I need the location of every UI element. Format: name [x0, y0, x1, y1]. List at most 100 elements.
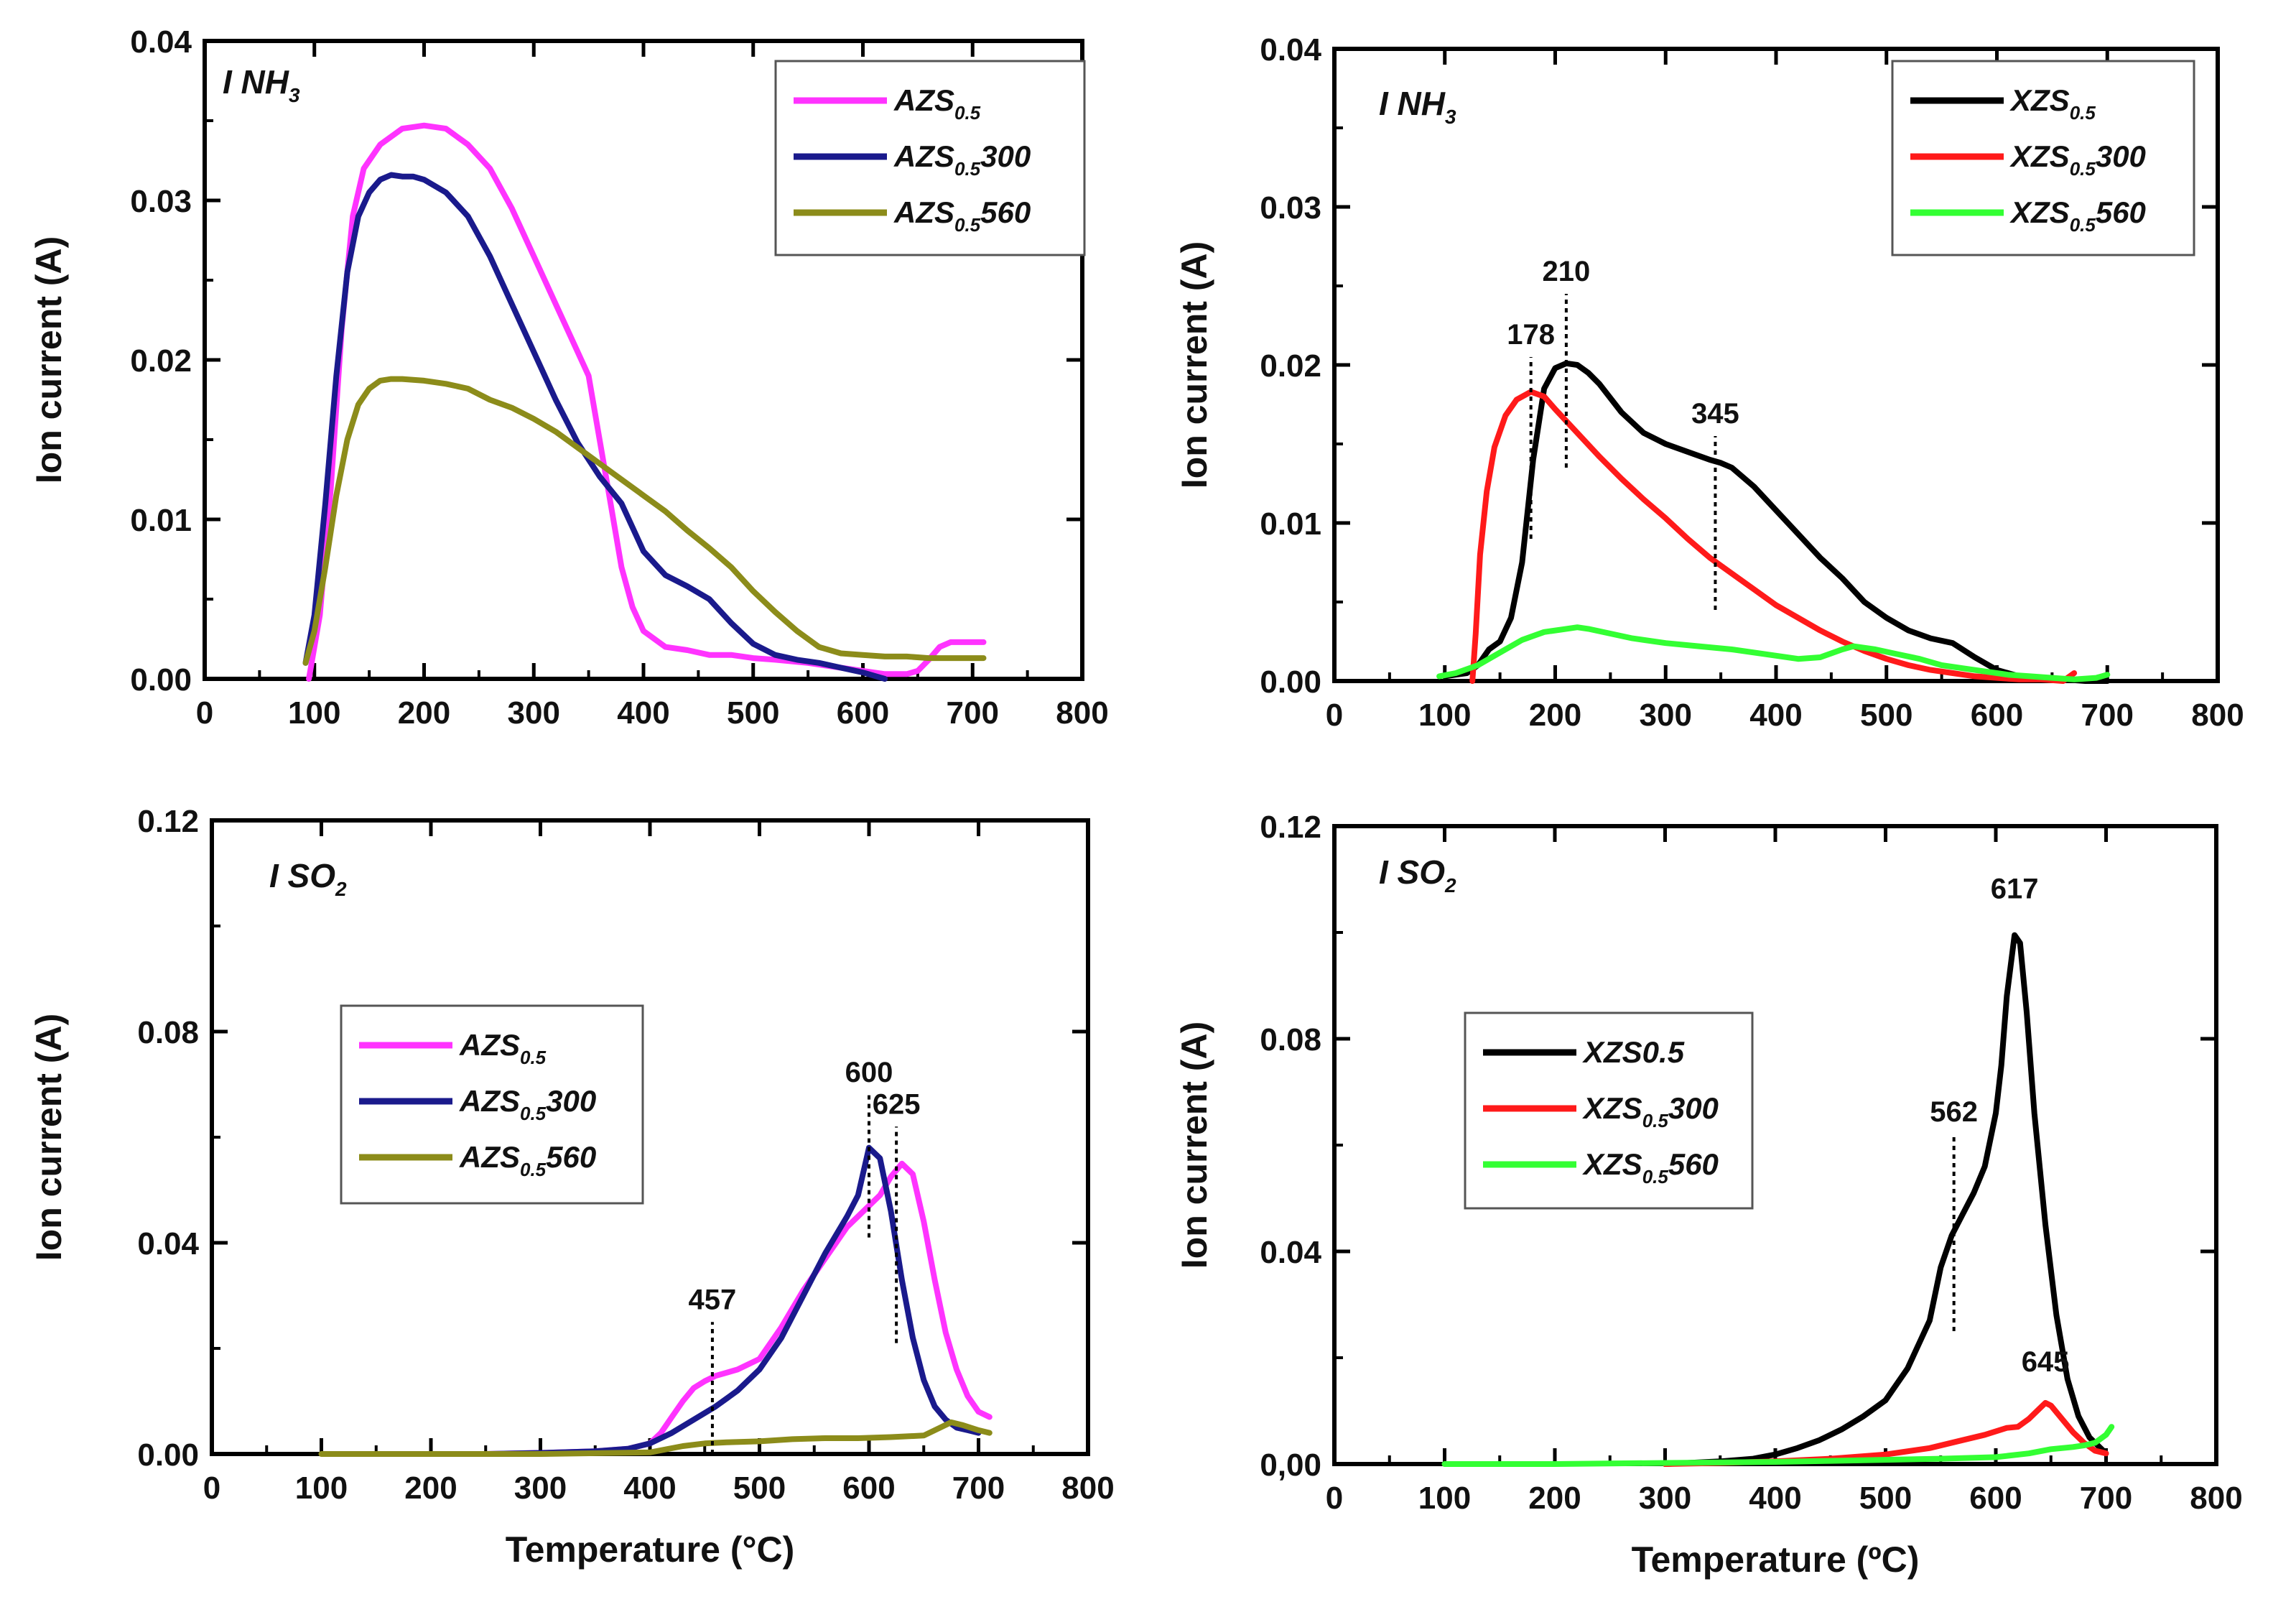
- x-tick-label: 600: [1971, 698, 2023, 733]
- legend-subscript: 0.5: [2070, 158, 2096, 180]
- panel-label-subscript: 3: [1445, 106, 1456, 128]
- y-tick-label: 0.03: [130, 184, 192, 219]
- legend-entry: AZS0.5560: [459, 1140, 596, 1180]
- x-tick-label: 300: [1640, 698, 1692, 733]
- legend-suffix: 560: [1668, 1147, 1719, 1181]
- x-tick-label: 700: [947, 695, 999, 731]
- legend-name: AZS: [893, 83, 954, 117]
- annotation-label: 178: [1507, 319, 1555, 351]
- legend-entry: AZS0.5560: [893, 195, 1031, 236]
- x-tick-label: 200: [1528, 1481, 1581, 1516]
- legend-subscript: 0.5: [520, 1103, 547, 1124]
- legend-suffix: 560: [980, 195, 1031, 229]
- x-tick-label: 700: [952, 1471, 1005, 1506]
- legend-subscript: 0.5: [954, 214, 981, 236]
- legend-name: XZS: [2009, 83, 2070, 117]
- x-tick-label: 200: [404, 1471, 457, 1506]
- panel-label: I SO2: [1379, 853, 1456, 897]
- legend-entry: XZS0.5560: [1582, 1147, 1719, 1187]
- x-tick-label: 600: [837, 695, 889, 731]
- series-line-2: [483, 1144, 982, 1457]
- legend-subscript: 0.5: [2070, 102, 2096, 124]
- x-tick-label: 500: [733, 1471, 786, 1506]
- series-line-1: [483, 1160, 993, 1457]
- x-tick-label: 400: [617, 695, 669, 731]
- y-tick-label: 0.12: [137, 804, 199, 839]
- y-tick-label: 0.01: [130, 503, 192, 538]
- y-tick-label: 0.02: [1260, 348, 1321, 384]
- x-tick-label: 100: [1418, 1481, 1471, 1516]
- legend-subscript: 0.5: [520, 1047, 547, 1068]
- legend-name: AZS: [893, 139, 954, 173]
- y-axis-label: Ion current (A): [29, 236, 69, 483]
- x-tick-label: 600: [1969, 1481, 2022, 1516]
- x-tick-label: 700: [2080, 1481, 2132, 1516]
- legend-entry: XZS0.5: [2009, 83, 2096, 124]
- annotation-label: 562: [1930, 1096, 1978, 1128]
- annotation-label: 600: [845, 1057, 893, 1088]
- x-tick-label: 200: [398, 695, 450, 731]
- x-tick-label: 500: [1859, 1481, 1912, 1516]
- legend-suffix: 300: [1668, 1091, 1719, 1125]
- legend-entry: AZS0.5300: [459, 1084, 596, 1124]
- legend-name: AZS: [893, 195, 954, 229]
- legend-name: XZS: [1582, 1091, 1642, 1125]
- panel-label: I NH3: [223, 63, 300, 106]
- series-line-2: [1662, 1399, 2109, 1467]
- panel-label-main: I NH: [223, 63, 289, 101]
- x-tick-label: 400: [1749, 1481, 1801, 1516]
- panel-label-main: I NH: [1379, 85, 1446, 122]
- series-line-1: [306, 122, 987, 682]
- x-tick-label: 0: [196, 695, 213, 731]
- x-tick-label: 0: [203, 1471, 220, 1506]
- legend-suffix: 560: [546, 1140, 596, 1174]
- x-tick-label: 300: [1639, 1481, 1691, 1516]
- y-tick-label: 0.08: [1260, 1022, 1321, 1057]
- x-tick-label: 300: [508, 695, 560, 731]
- x-tick-label: 100: [295, 1471, 348, 1506]
- y-tick-label: 0,00: [1260, 1448, 1321, 1483]
- legend-entry: XZS0.5: [1582, 1035, 1685, 1069]
- legend-subscript: 0.5: [520, 1159, 547, 1180]
- series-line-3: [302, 376, 987, 666]
- legend-entry: AZS0.5: [893, 83, 981, 124]
- annotation-label: 457: [689, 1284, 737, 1315]
- x-tick-label: 0: [1326, 698, 1343, 733]
- legend-subscript: 0.5: [954, 158, 981, 180]
- legend-entry: AZS0.5: [459, 1028, 547, 1068]
- legend-suffix: 300: [2096, 139, 2146, 173]
- chart-panel-4: 0 100 200 300 400 500 600 700 800 0,00 0.04 0.08 0.1…: [1174, 810, 2243, 1580]
- x-tick-label: 100: [1418, 698, 1471, 733]
- legend-suffix: 300: [980, 139, 1031, 173]
- y-tick-label: 0.08: [137, 1015, 199, 1050]
- legend-subscript: 0.5: [1642, 1110, 1669, 1131]
- x-tick-label: 400: [623, 1471, 676, 1506]
- y-tick-label: 0.00: [137, 1437, 199, 1473]
- legend-suffix: 300: [546, 1084, 596, 1118]
- legend-name: AZS: [459, 1028, 520, 1062]
- legend-name: XZS: [1582, 1147, 1642, 1181]
- legend-entry: XZS0.5300: [1582, 1091, 1719, 1131]
- series-line-2: [1469, 389, 2078, 684]
- y-axis-label: Ion current (A): [29, 1014, 69, 1261]
- series-line-3: [1441, 1424, 2115, 1467]
- series-line-1: [1662, 932, 2109, 1467]
- x-tick-label: 600: [842, 1471, 895, 1506]
- x-axis-label: Temperature (°C): [506, 1529, 794, 1570]
- legend-subscript: 0.5: [954, 102, 981, 124]
- legend-entry: XZS0.5300: [2009, 139, 2146, 180]
- legend-suffix: 560: [2096, 195, 2146, 229]
- legend-subscript: 0.5: [2070, 214, 2096, 236]
- y-tick-label: 0.00: [1260, 664, 1321, 700]
- annotation-label: 625: [873, 1088, 921, 1120]
- annotation-label: 210: [1543, 256, 1591, 287]
- legend-entry: XZS0.5560: [2009, 195, 2146, 236]
- y-axis-label: Ion current (A): [1174, 241, 1214, 488]
- y-axis-label: Ion current (A): [1174, 1022, 1214, 1269]
- x-tick-label: 800: [2190, 1481, 2242, 1516]
- chart-panel-1: 0 100 200 300 400 500 600 700 800 0.00 0.01 0.02 0.0…: [29, 24, 1109, 731]
- panel-label-main: I SO: [1379, 853, 1445, 891]
- y-tick-label: 0.00: [130, 662, 192, 698]
- annotation-label: 617: [1991, 873, 2039, 904]
